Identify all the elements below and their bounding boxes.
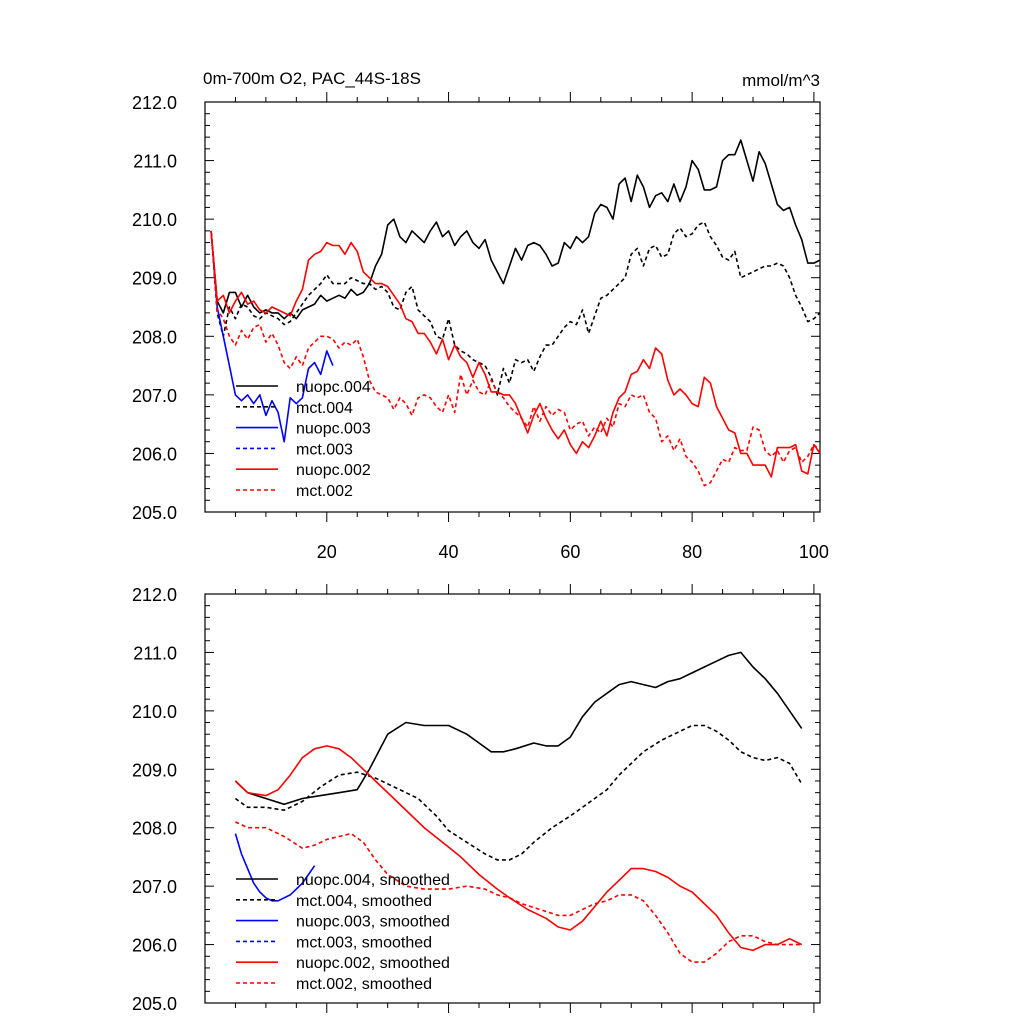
legend-label: mct.002 — [296, 483, 353, 500]
legend-label: nuopc.002, smoothed — [296, 955, 450, 972]
x-tick-label: 60 — [560, 542, 580, 562]
legend-label: nuopc.002 — [296, 462, 371, 479]
legend-label: mct.004, smoothed — [296, 893, 432, 910]
x-tick-label: 80 — [682, 542, 702, 562]
series-line — [210, 139, 821, 320]
y-tick-label: 209.0 — [132, 269, 177, 289]
chart-title: 0m-700m O2, PAC_44S-18S — [203, 69, 421, 88]
y-tick-label: 212.0 — [132, 93, 177, 113]
legend-label: mct.003, smoothed — [296, 934, 432, 951]
units-label: mmol/m^3 — [742, 71, 820, 90]
legend-label: nuopc.004 — [296, 379, 371, 396]
y-tick-label: 208.0 — [132, 327, 177, 347]
legend-label: mct.002, smoothed — [296, 976, 432, 993]
y-tick-label: 206.0 — [132, 936, 177, 956]
series-line — [234, 651, 803, 806]
legend-label: mct.004 — [296, 400, 353, 417]
y-tick-label: 207.0 — [132, 386, 177, 406]
legend-label: nuopc.003 — [296, 421, 371, 438]
y-tick-label: 205.0 — [132, 994, 177, 1014]
y-tick-label: 208.0 — [132, 819, 177, 839]
x-tick-label: 100 — [799, 542, 829, 562]
y-tick-label: 210.0 — [132, 702, 177, 722]
series-line — [235, 821, 802, 963]
y-tick-label: 206.0 — [132, 444, 177, 464]
y-tick-label: 205.0 — [132, 503, 177, 523]
plot-frame — [204, 593, 821, 1004]
x-tick-label: 40 — [439, 542, 459, 562]
legend-label: nuopc.003, smoothed — [296, 914, 450, 931]
series-line — [234, 833, 316, 902]
legend-label: nuopc.004, smoothed — [296, 872, 450, 889]
y-tick-label: 211.0 — [133, 643, 177, 663]
plot-frame — [204, 101, 821, 513]
series-line — [210, 221, 821, 396]
series-line — [210, 230, 334, 443]
y-tick-label: 212.0 — [132, 585, 177, 605]
series-line — [210, 230, 821, 487]
y-tick-label: 207.0 — [132, 877, 177, 897]
series-line — [234, 745, 803, 952]
series-line — [234, 724, 803, 861]
legend-label: mct.003 — [296, 441, 353, 458]
y-tick-label: 209.0 — [132, 760, 177, 780]
top-panel: 0m-700m O2, PAC_44S-18S mmol/m^3 205.0 20… — [132, 69, 829, 562]
y-tick-label: 211.0 — [133, 152, 177, 172]
x-tick-label: 20 — [317, 542, 337, 562]
bottom-panel: 205.0 206.0 207.0 208.0 209.0 210.0 211.0 212.0… — [132, 584, 821, 1014]
series-line — [210, 230, 821, 478]
y-tick-label: 210.0 — [132, 210, 177, 230]
